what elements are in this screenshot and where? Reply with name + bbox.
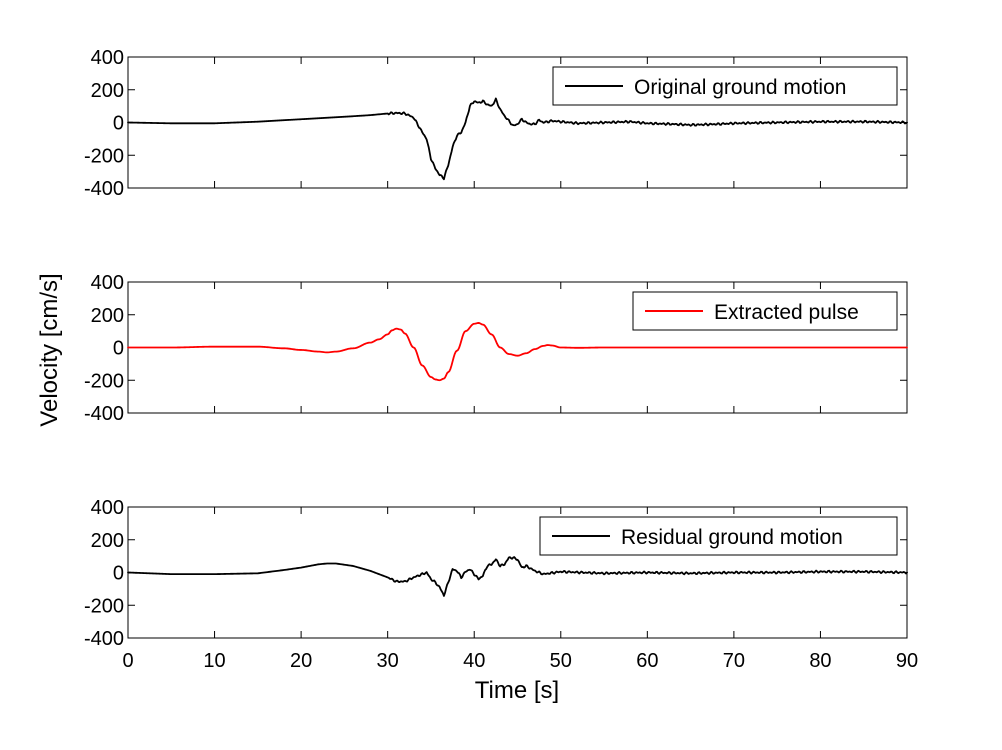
series-line-2 — [127, 322, 908, 382]
panel-2: 400 200 0 -200 -400 Extracted pulse — [84, 272, 908, 425]
y-tick-label: -200 — [84, 370, 124, 392]
x-tick-label: 70 — [723, 650, 745, 672]
y-tick-label: 0 — [113, 338, 124, 360]
y-tick-label: 200 — [91, 530, 124, 552]
x-tick-label: 80 — [809, 650, 831, 672]
series-line-1 — [127, 97, 908, 181]
y-tick-label: 200 — [91, 305, 124, 327]
x-axis: 0 10 20 30 40 50 60 70 80 90 — [122, 650, 918, 672]
y-tick-label: -200 — [84, 145, 124, 167]
y-tick-label: 400 — [91, 272, 124, 294]
legend: Residual ground motion — [539, 516, 898, 556]
x-tick-label: 90 — [896, 650, 918, 672]
y-tick-label: -400 — [84, 178, 124, 200]
x-tick-label: 0 — [122, 650, 133, 672]
panel-1: 400 200 0 -200 -400 Original ground motion — [84, 47, 908, 200]
x-tick-label: 60 — [636, 650, 658, 672]
x-tick-label: 10 — [203, 650, 225, 672]
series-line-3 — [127, 556, 908, 597]
y-tick-label: -200 — [84, 595, 124, 617]
legend-label: Original ground motion — [634, 76, 846, 99]
y-tick-label: -400 — [84, 403, 124, 425]
x-tick-label: 40 — [463, 650, 485, 672]
legend-label: Extracted pulse — [714, 301, 859, 324]
y-axis-title: Velocity [cm/s] — [36, 273, 63, 426]
y-tick-label: 0 — [113, 113, 124, 135]
x-tick-label: 30 — [377, 650, 399, 672]
x-axis-title: Time [s] — [475, 677, 559, 704]
y-tick-label: -400 — [84, 628, 124, 650]
x-tick-label: 20 — [290, 650, 312, 672]
y-tick-label: 200 — [91, 80, 124, 102]
y-tick-label: 0 — [113, 563, 124, 585]
legend-label: Residual ground motion — [621, 526, 843, 549]
legend: Original ground motion — [552, 66, 898, 106]
legend-box — [552, 66, 898, 106]
y-tick-label: 400 — [91, 497, 124, 519]
y-tick-label: 400 — [91, 47, 124, 69]
legend: Extracted pulse — [632, 291, 898, 331]
panel-3: 400 200 0 -200 -400 Residual ground motion — [84, 497, 908, 650]
x-tick-label: 50 — [550, 650, 572, 672]
